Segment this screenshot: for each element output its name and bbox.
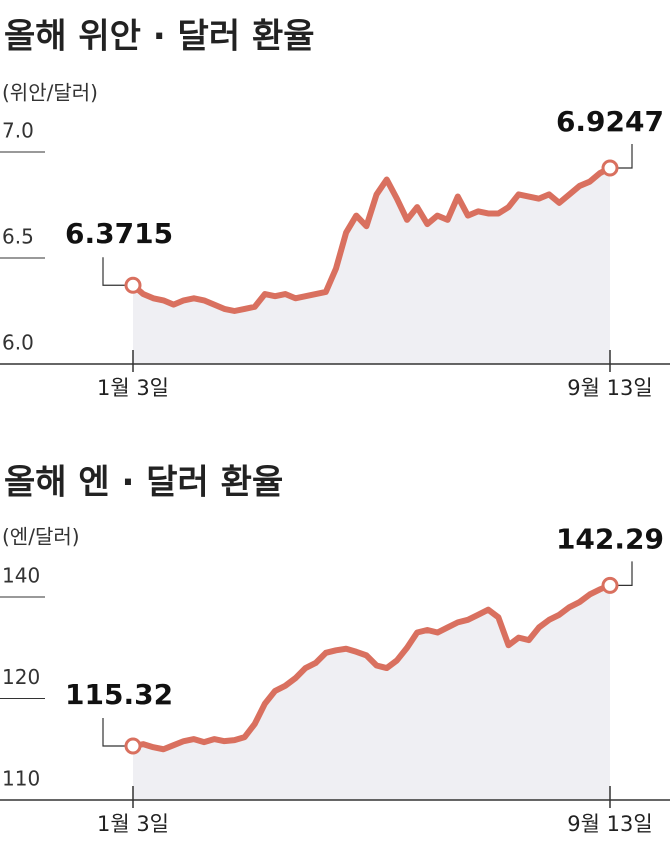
line (130, 582, 613, 753)
line (130, 164, 613, 314)
data-label: 6.9247 (556, 105, 664, 138)
y-tick-label: 120 (2, 665, 40, 689)
data-label: 142.29 (556, 522, 664, 555)
y-tick-label: 110 (2, 767, 40, 791)
axis-unit: (위안/달러) (2, 81, 98, 105)
area (133, 167, 610, 364)
axis-unit: (엔/달러) (2, 525, 80, 549)
point (601, 576, 619, 594)
x-tick-label: 9월 13일 (567, 376, 652, 400)
leader-line (102, 718, 126, 747)
y-tick-label: 7.0 (2, 119, 34, 143)
chart-title: 올해 위안 · 달러 환율 (4, 17, 315, 57)
chart-title: 올해 엔 · 달러 환율 (4, 463, 283, 503)
area (133, 585, 610, 800)
point (124, 276, 142, 294)
y-tick-label: 6.0 (2, 331, 34, 355)
point (601, 159, 619, 177)
y-tick-label: 140 (2, 564, 40, 588)
chart: 올해 엔 · 달러 환율 (엔/달러) 110 120 140 1월 3일 9월 13일 11… (0, 463, 670, 836)
point (124, 737, 142, 755)
data-label: 115.32 (65, 678, 173, 711)
leader-line (617, 143, 633, 169)
chart: 올해 위안 · 달러 환율 (위안/달러) 6.0 6.5 7.0 1월 3일 9월 13일… (0, 17, 670, 400)
x-tick-label: 1월 3일 (97, 376, 169, 400)
leader-line (617, 561, 633, 586)
leader-line (102, 257, 126, 286)
x-tick-label: 9월 13일 (567, 812, 652, 836)
y-tick-label: 6.5 (2, 225, 34, 249)
data-label: 6.3715 (65, 217, 173, 250)
x-tick-label: 1월 3일 (97, 812, 169, 836)
